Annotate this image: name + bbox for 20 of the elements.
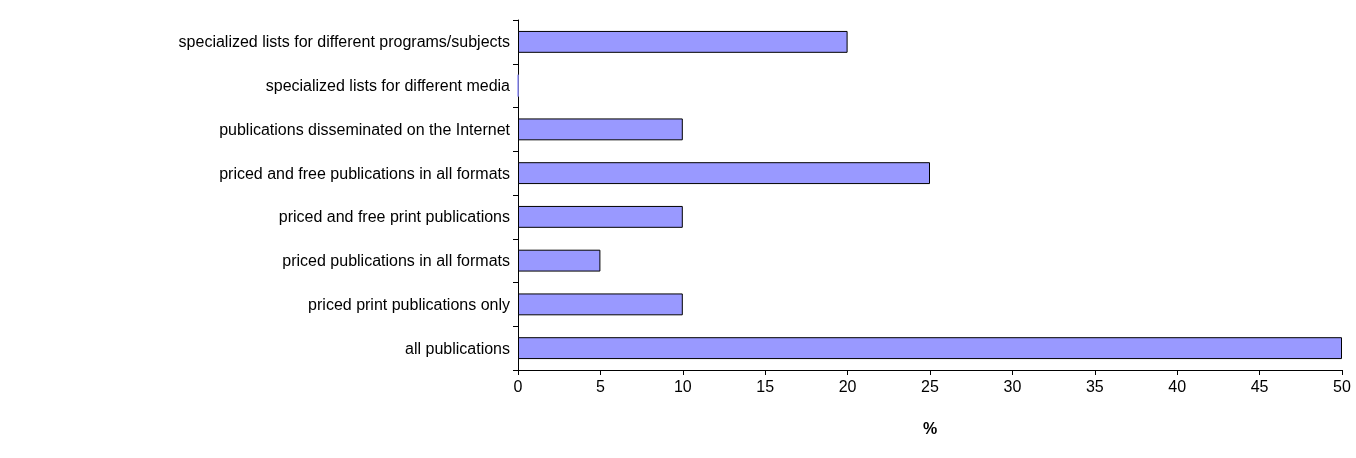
y-tick-label: priced and free publications in all formats bbox=[219, 164, 510, 182]
y-tick-label: all publications bbox=[405, 339, 510, 357]
x-tick-label: 0 bbox=[513, 377, 523, 395]
y-tick-label: priced publications in all formats bbox=[282, 252, 510, 270]
x-tick-label: 35 bbox=[1085, 377, 1104, 395]
x-tick-label: 5 bbox=[595, 377, 605, 395]
x-tick-label: 40 bbox=[1168, 377, 1187, 395]
y-tick-label: priced print publications only bbox=[308, 295, 510, 313]
x-tick-label: 45 bbox=[1250, 377, 1269, 395]
x-tick-label: 15 bbox=[756, 377, 775, 395]
x-tick-label: 20 bbox=[838, 377, 857, 395]
x-axis-title: % bbox=[922, 419, 938, 437]
y-tick-label: priced and free print publications bbox=[278, 208, 510, 226]
y-tick-label: specialized lists for different programs/subjects bbox=[178, 33, 510, 51]
y-tick-label: specialized lists for different media bbox=[265, 77, 511, 95]
x-tick-label: 10 bbox=[673, 377, 692, 395]
x-tick-label: 30 bbox=[1003, 377, 1022, 395]
x-tick-label: 25 bbox=[921, 377, 939, 395]
y-tick-label: publications disseminated on the Internet bbox=[219, 120, 511, 138]
x-tick-label: 50 bbox=[1333, 377, 1351, 395]
